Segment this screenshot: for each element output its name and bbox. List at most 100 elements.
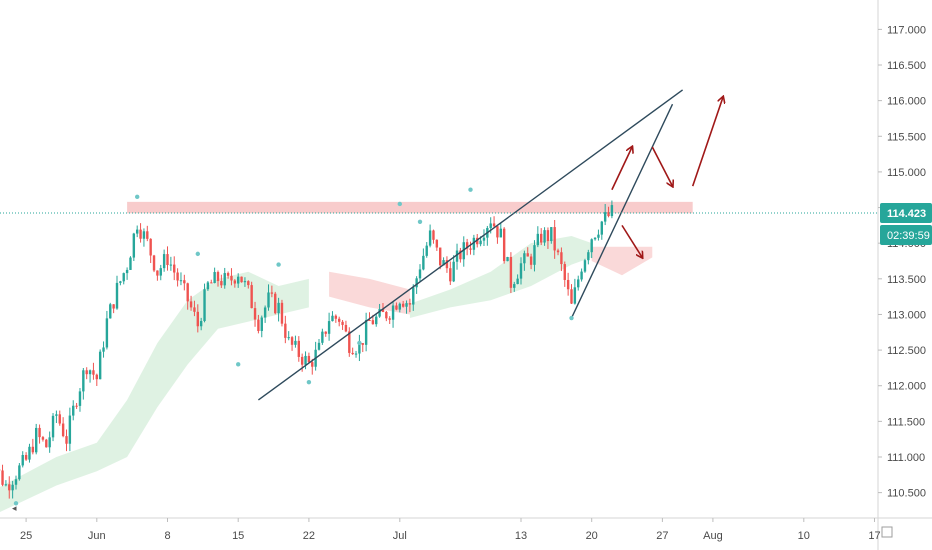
candle-body bbox=[196, 311, 199, 327]
x-tick-label: Jul bbox=[393, 530, 407, 542]
candle-body bbox=[41, 437, 45, 440]
candle-body bbox=[418, 269, 422, 279]
countdown-label: 02:39:59 bbox=[887, 230, 930, 242]
candle-body bbox=[72, 405, 75, 416]
candle-body bbox=[119, 281, 122, 283]
cloud-bullish-2 bbox=[409, 236, 592, 319]
scroll-left-icon: ◂ bbox=[12, 503, 17, 513]
arrows bbox=[611, 97, 723, 257]
candle-body bbox=[35, 427, 38, 453]
candle-body bbox=[65, 436, 68, 444]
candle-body bbox=[556, 250, 560, 253]
x-tick-label: 22 bbox=[303, 530, 315, 542]
candle-body bbox=[543, 230, 546, 243]
candle-body bbox=[31, 446, 35, 453]
candle-body bbox=[136, 229, 139, 234]
candle-body bbox=[583, 260, 587, 272]
candle-body bbox=[358, 343, 361, 354]
candle-body bbox=[590, 239, 593, 253]
candle-body bbox=[566, 279, 570, 290]
pivot-marker-7 bbox=[468, 187, 473, 192]
candle-body bbox=[550, 227, 553, 242]
pivot-marker-10 bbox=[276, 262, 281, 267]
candle-body bbox=[523, 253, 526, 264]
candle-body bbox=[55, 414, 58, 416]
x-tick-label: 17 bbox=[868, 530, 880, 542]
candle-body bbox=[391, 305, 395, 320]
candle-body bbox=[529, 256, 533, 265]
candle-body bbox=[274, 293, 277, 314]
candle-body bbox=[388, 318, 391, 320]
candle-body bbox=[233, 280, 237, 284]
candle-body bbox=[48, 437, 51, 448]
candle-body bbox=[109, 304, 112, 319]
y-tick-label: 112.500 bbox=[887, 345, 926, 357]
settings-icon bbox=[881, 526, 893, 538]
candle-body bbox=[324, 331, 327, 334]
countdown-badge bbox=[880, 225, 932, 246]
candle-body bbox=[152, 255, 156, 271]
candle-body bbox=[213, 272, 216, 284]
candle-body bbox=[469, 248, 472, 250]
y-tick-label: 113.000 bbox=[887, 309, 926, 321]
candle-body bbox=[415, 278, 418, 288]
candle-body bbox=[489, 223, 492, 229]
candle-body bbox=[169, 264, 173, 266]
candle-body bbox=[146, 231, 149, 239]
candle-body bbox=[257, 319, 260, 331]
resistance-zone-rect bbox=[127, 201, 693, 214]
y-tick-label: 113.500 bbox=[887, 274, 926, 286]
candle-body bbox=[115, 282, 119, 309]
candle-body bbox=[263, 307, 267, 318]
candle-body bbox=[1, 470, 4, 485]
candle-body bbox=[482, 237, 486, 241]
candle-body bbox=[243, 281, 247, 283]
candle-body bbox=[506, 256, 509, 262]
candle-body bbox=[381, 309, 385, 313]
candle-body bbox=[476, 237, 479, 245]
candle-body bbox=[338, 318, 341, 322]
candle-body bbox=[284, 323, 287, 338]
candle-body bbox=[563, 264, 566, 280]
candle-body bbox=[223, 273, 226, 286]
candle-body bbox=[513, 284, 516, 288]
candle-body bbox=[331, 315, 334, 322]
y-tick-label: 115.500 bbox=[887, 131, 926, 143]
y-tick-label: 111.500 bbox=[887, 416, 925, 428]
candle-body bbox=[18, 465, 21, 480]
y-tick-label: 117.000 bbox=[887, 24, 926, 36]
candle-body bbox=[253, 308, 257, 320]
candle-body bbox=[311, 362, 314, 367]
x-tick-label: Jun bbox=[88, 530, 106, 542]
candle-body bbox=[509, 256, 513, 288]
candle-body bbox=[502, 228, 506, 262]
pivot-marker-1 bbox=[135, 194, 140, 200]
trend-line-upper bbox=[570, 103, 674, 319]
candle-body bbox=[445, 260, 449, 269]
candle-body bbox=[61, 423, 65, 437]
x-tick-label: Aug bbox=[703, 530, 723, 542]
candle-body bbox=[105, 318, 109, 348]
pivot-marker-11 bbox=[417, 219, 423, 225]
candle-body bbox=[183, 280, 186, 284]
candle-body bbox=[287, 337, 290, 339]
candle-body bbox=[51, 415, 55, 438]
candle-body bbox=[610, 205, 614, 217]
candle-body bbox=[11, 484, 14, 491]
candle-body bbox=[432, 230, 435, 240]
x-tick-label: 13 bbox=[515, 530, 527, 542]
candle-body bbox=[348, 331, 351, 353]
candle-body bbox=[368, 320, 371, 322]
candle-body bbox=[102, 347, 105, 352]
candle-body bbox=[519, 263, 523, 279]
candle-body bbox=[179, 280, 183, 282]
candle-body bbox=[540, 233, 543, 243]
candle-body bbox=[28, 446, 31, 460]
candle-body bbox=[206, 282, 210, 290]
candle-body bbox=[277, 302, 280, 314]
candle-body bbox=[385, 312, 388, 319]
arrow-1 bbox=[611, 147, 632, 191]
candle-body bbox=[439, 247, 442, 266]
candle-body bbox=[186, 283, 189, 302]
